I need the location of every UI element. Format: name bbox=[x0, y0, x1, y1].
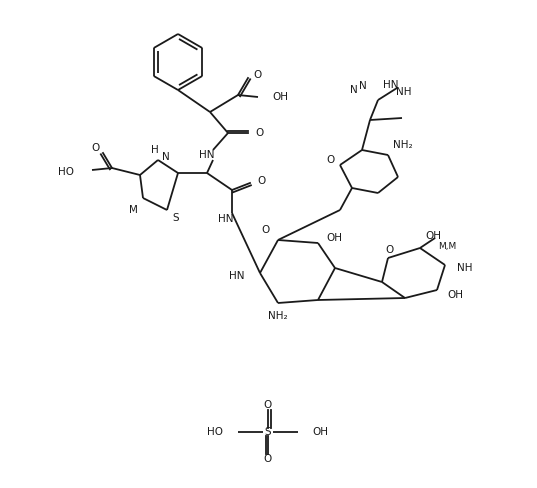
Text: H: H bbox=[151, 145, 159, 155]
Text: O: O bbox=[264, 400, 272, 410]
Text: NH: NH bbox=[396, 87, 411, 97]
Text: O: O bbox=[264, 454, 272, 464]
Text: N: N bbox=[162, 152, 170, 162]
Text: HN: HN bbox=[199, 150, 215, 160]
Text: O: O bbox=[92, 143, 100, 153]
Text: M,M: M,M bbox=[438, 242, 456, 250]
Text: S: S bbox=[265, 427, 271, 437]
Text: NH: NH bbox=[457, 263, 473, 273]
Text: O: O bbox=[262, 225, 270, 235]
Text: NH₂: NH₂ bbox=[393, 140, 412, 150]
Text: N: N bbox=[359, 81, 367, 91]
Text: OH: OH bbox=[272, 92, 288, 102]
Text: HO: HO bbox=[58, 167, 74, 177]
Text: OH: OH bbox=[425, 231, 441, 241]
Text: O: O bbox=[253, 70, 261, 80]
Text: HO: HO bbox=[207, 427, 223, 437]
Text: HN: HN bbox=[383, 80, 398, 90]
Text: O: O bbox=[386, 245, 394, 255]
Text: S: S bbox=[172, 213, 179, 223]
Text: OH: OH bbox=[326, 233, 342, 243]
Text: OH: OH bbox=[447, 290, 463, 300]
Text: N: N bbox=[350, 85, 358, 95]
Text: OH: OH bbox=[312, 427, 328, 437]
Text: HN: HN bbox=[218, 214, 234, 224]
Text: O: O bbox=[326, 155, 335, 165]
Text: NH₂: NH₂ bbox=[268, 311, 288, 321]
Text: O: O bbox=[257, 176, 265, 186]
Text: HN: HN bbox=[229, 271, 244, 281]
Text: M: M bbox=[128, 205, 137, 215]
Text: O: O bbox=[255, 128, 263, 138]
